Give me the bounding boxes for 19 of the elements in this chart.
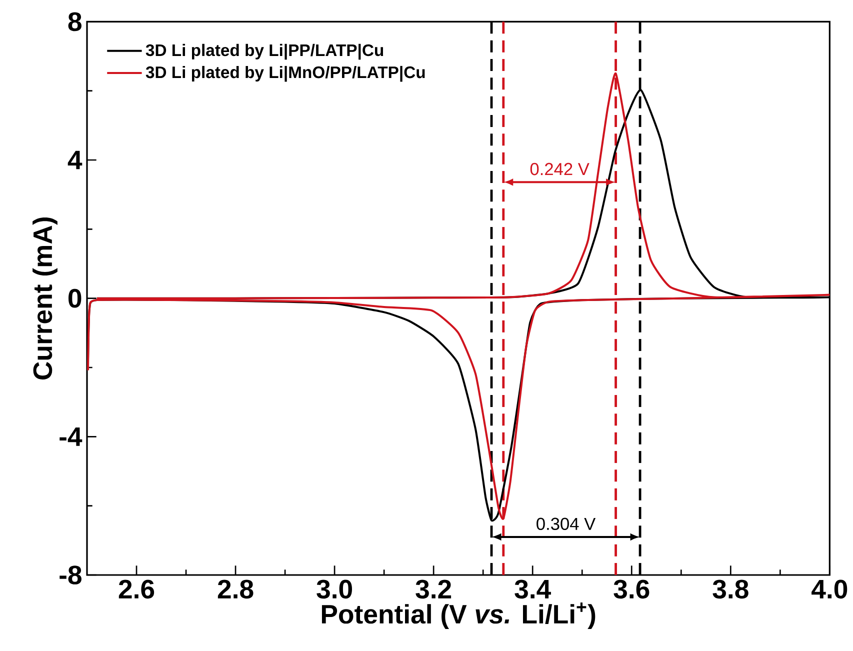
y-tick-label: -4: [60, 428, 82, 446]
annotation: 0.304 V: [536, 518, 596, 530]
y-tick-label: 0: [68, 288, 82, 308]
x-axis-title: Potential (V vs. Li/Li$^{+}$): [322, 602, 596, 629]
legend-label: 3D Li plated by Li|MnO/PP/LATP|Cu: [146, 66, 425, 82]
x-tick-label: 3.4: [514, 580, 551, 599]
x-tick-label: 3.6: [614, 580, 650, 599]
y-tick-label: -8: [60, 566, 82, 584]
y-tick-label: 4: [68, 150, 82, 170]
x-tick-label: 4.0: [812, 580, 848, 599]
x-tick-label: 2.6: [118, 580, 154, 599]
x-tick-label: 3.8: [712, 580, 748, 599]
x-tick-label: 2.8: [218, 580, 254, 599]
y-tick-label: 8: [68, 12, 82, 32]
y-axis-title: Current (mA): [32, 217, 58, 380]
x-tick-label: 3.2: [416, 580, 452, 599]
annotation: 0.242 V: [530, 162, 590, 176]
legend-label: 3D Li plated by Li|PP/LATP|Cu: [146, 44, 384, 60]
x-tick-label: 3.0: [316, 580, 352, 599]
